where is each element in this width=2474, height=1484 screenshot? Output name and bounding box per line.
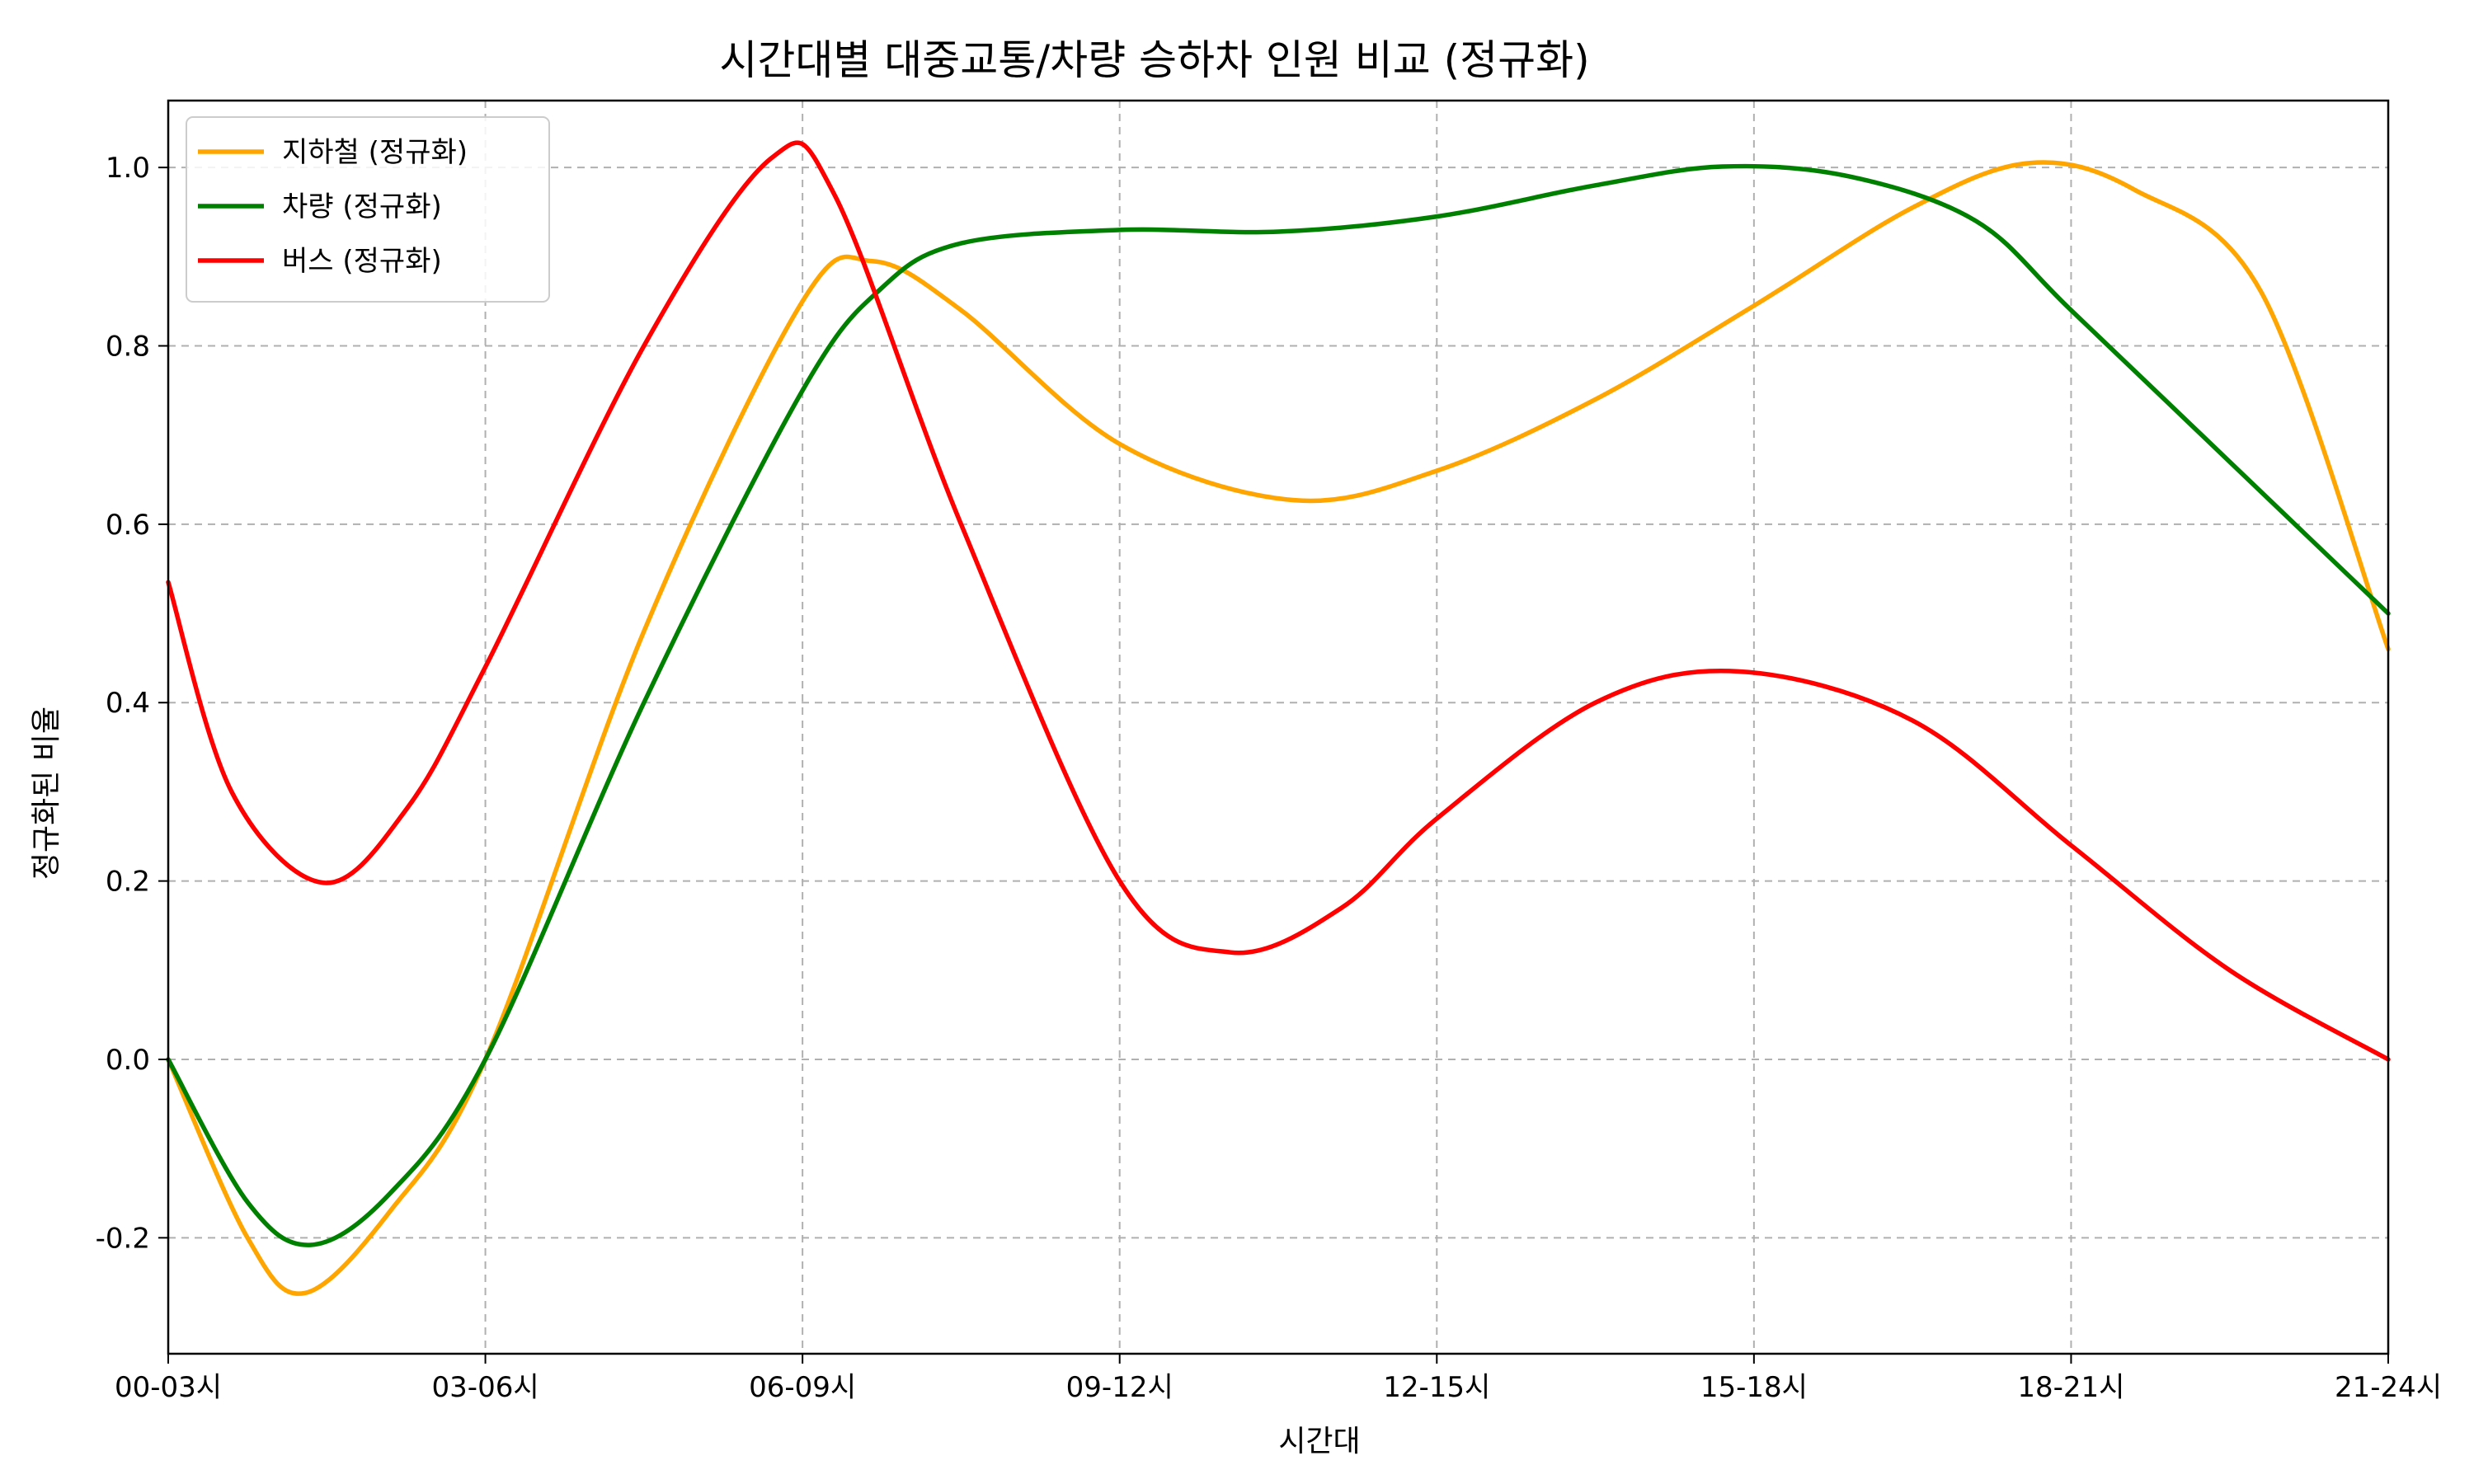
legend-label: 차량 (정규화): [282, 190, 442, 223]
chart-title: 시간대별 대중교통/차량 승하차 인원 비교 (정규화): [719, 36, 1589, 84]
y-tick-label: 0.0: [106, 1044, 150, 1077]
x-tick-label: 18-21시: [2017, 1371, 2124, 1404]
car-series-line: [166, 163, 2391, 1247]
y-axis-ticks: -0.2 0.0 0.2 0.4 0.6 0.8 1.0: [96, 152, 168, 1255]
y-tick-label: 0.4: [106, 687, 150, 720]
x-tick-label: 06-09시: [749, 1371, 856, 1404]
y-tick-label: 0.8: [106, 331, 150, 364]
legend-item-car: 차량 (정규화): [198, 190, 442, 223]
y-tick-label: 0.2: [106, 866, 150, 899]
y-tick-label: 0.6: [106, 509, 150, 542]
legend-box: [186, 116, 550, 303]
y-tick-label: -0.2: [96, 1222, 150, 1255]
legend-label: 지하철 (정규화): [282, 136, 468, 169]
legend-item-subway: 지하철 (정규화): [198, 136, 468, 169]
x-axis-ticks: 00-03시 03-06시 06-09시 09-12시 12-15시 15-18시 18-2…: [115, 1354, 2442, 1404]
legend-label: 버스 (정규화): [282, 245, 442, 278]
bus-series-line: [166, 140, 2391, 1062]
legend-item-bus: 버스 (정규화): [198, 245, 442, 278]
plot-frame: [167, 99, 2390, 1355]
x-tick-label: 21-24시: [2335, 1371, 2442, 1404]
x-tick-label: 09-12시: [1066, 1371, 1174, 1404]
x-tick-label: 03-06시: [432, 1371, 539, 1404]
y-axis-label: 정규화된 비율: [30, 707, 63, 880]
series-lines: [166, 140, 2391, 1296]
x-axis-label: 시간대: [1278, 1425, 1360, 1458]
legend: 지하철 (정규화) 차량 (정규화) 버스 (정규화): [186, 116, 550, 303]
x-tick-label: 15-18시: [1700, 1371, 1808, 1404]
y-tick-label: 1.0: [106, 152, 150, 185]
subway-series-line: [166, 160, 2391, 1296]
x-tick-label: 00-03시: [115, 1371, 222, 1404]
x-tick-label: 12-15시: [1383, 1371, 1490, 1404]
